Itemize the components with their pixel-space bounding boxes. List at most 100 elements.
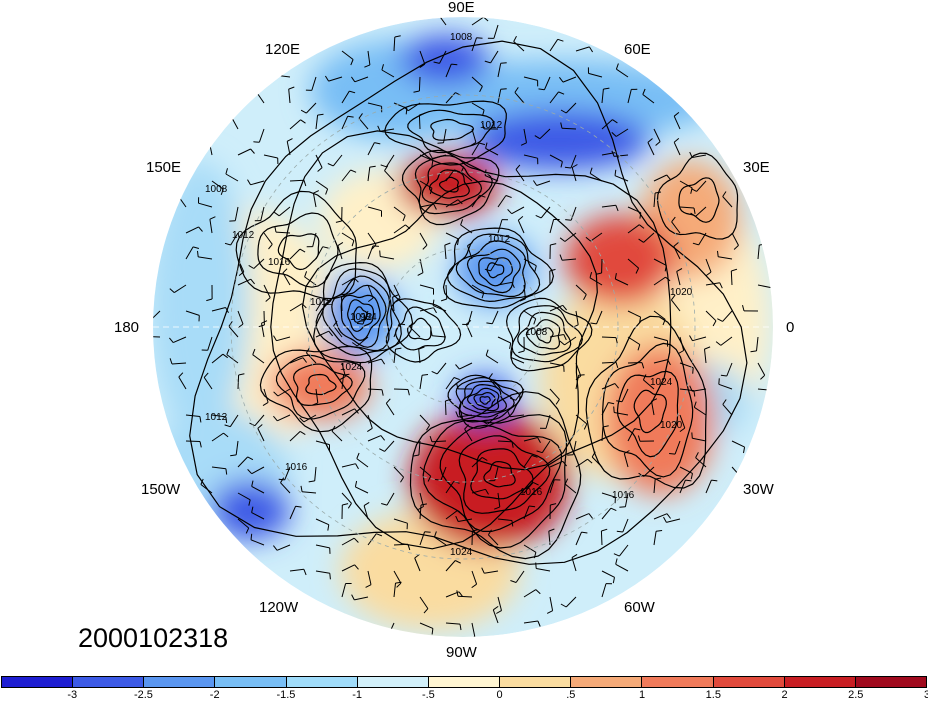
- wind-barb-shaft: [393, 323, 400, 338]
- wind-barb-shaft: [314, 466, 317, 481]
- wind-barb-flag: [520, 142, 527, 146]
- wind-barb-shaft: [393, 570, 402, 584]
- wind-barb-shaft: [692, 154, 707, 158]
- isobar: [466, 248, 521, 294]
- isobar: [511, 305, 584, 363]
- wind-barb-flag: [771, 390, 773, 397]
- wind-barb-shaft: [497, 281, 512, 286]
- wind-barb-shaft: [367, 232, 377, 245]
- wind-barb-shaft: [523, 310, 536, 320]
- colorbar-tick-label: 0: [496, 689, 503, 701]
- wind-barb-shaft: [284, 466, 291, 481]
- wind-barb-flag: [517, 216, 524, 221]
- wind-barb-flag: [615, 205, 619, 212]
- wind-barb-flag: [430, 329, 433, 336]
- wind-barb-flag: [560, 122, 563, 129]
- wind-barb-flag: [615, 558, 618, 565]
- wind-barb-flag: [535, 214, 542, 219]
- wind-barb-flag: [689, 385, 693, 392]
- wind-barb-flag: [433, 531, 437, 538]
- wind-barb-flag: [667, 359, 671, 366]
- wind-barb-flag: [588, 46, 594, 53]
- wind-barb-flag: [737, 477, 742, 483]
- contour-label: 1020: [670, 287, 693, 298]
- wind-barb-flag: [328, 330, 333, 337]
- wind-barb-flag: [295, 505, 302, 508]
- wind-barb-flag: [426, 424, 431, 431]
- wind-barb-flag: [422, 244, 428, 250]
- wind-barb-shaft: [445, 481, 455, 494]
- isobar: [406, 317, 432, 341]
- wind-barb-shaft: [289, 179, 305, 182]
- wind-barb-shaft: [275, 231, 291, 234]
- wind-barb-shaft: [354, 596, 369, 601]
- wind-barb-flag: [412, 454, 419, 457]
- wind-barb-shaft: [523, 505, 530, 520]
- wind-barb-flag: [500, 88, 507, 90]
- wind-barb-flag: [395, 347, 402, 350]
- wind-barb-flag: [655, 141, 661, 146]
- wind-barb-shaft: [565, 596, 577, 608]
- wind-barb-shaft: [651, 401, 655, 416]
- wind-barb-shaft: [497, 596, 502, 611]
- contour-label: 1012: [350, 312, 373, 323]
- wind-barb-shaft: [491, 310, 499, 325]
- wind-barb-flag: [484, 169, 487, 176]
- wind-barb-flag: [548, 528, 555, 532]
- wind-barb-flag: [588, 513, 593, 519]
- wind-barb-flag: [458, 591, 464, 597]
- colorbar-cell: [357, 677, 429, 687]
- wind-barb-shaft: [419, 531, 426, 546]
- wind-barb-shaft: [419, 504, 422, 520]
- wind-barb-shaft: [418, 349, 421, 364]
- wind-barb-flag: [482, 109, 485, 117]
- wind-barb-flag: [613, 553, 620, 557]
- wind-barb-shaft: [572, 440, 577, 455]
- wind-barb-flag: [590, 322, 597, 325]
- isobar: [601, 342, 694, 478]
- wind-barb-flag: [624, 450, 630, 454]
- wind-barb-shaft: [465, 323, 473, 338]
- wind-barb-shaft: [228, 326, 239, 338]
- wind-barb-shaft: [432, 335, 447, 338]
- low-anomaly-arctic: [455, 235, 535, 305]
- colorbar-tick-label: 1: [639, 689, 646, 701]
- wind-barb-shaft: [445, 92, 456, 104]
- wind-barb-shaft: [653, 258, 667, 266]
- wind-barb-shaft: [263, 388, 269, 403]
- wind-barb-shaft: [601, 507, 612, 520]
- wind-barb-flag: [199, 416, 202, 423]
- wind-barb-flag: [353, 277, 359, 283]
- wind-barb-flag: [471, 583, 477, 589]
- wind-barb-shaft: [484, 570, 499, 574]
- isobar: [678, 177, 720, 223]
- wind-barb-shaft: [601, 402, 609, 416]
- wind-barb-flag: [355, 463, 359, 470]
- wind-barb-shaft: [367, 570, 372, 585]
- wind-barb-flag: [203, 372, 209, 378]
- wind-barb-flag: [488, 373, 493, 379]
- wind-barb-flag: [384, 165, 389, 171]
- wind-barb-flag: [395, 581, 402, 584]
- wind-barb-flag: [479, 86, 483, 93]
- wind-barb-shaft: [653, 513, 668, 520]
- wind-barb-shaft: [289, 119, 301, 130]
- wind-barb-shaft: [251, 466, 265, 475]
- wind-barb-shaft: [367, 435, 382, 442]
- wind-barb-flag: [505, 195, 512, 198]
- wind-barb-flag: [427, 475, 432, 482]
- wind-barb-flag: [313, 190, 320, 194]
- wind-barb-shaft: [627, 310, 641, 318]
- wind-barb-shaft: [445, 377, 455, 390]
- wind-barb-flag: [429, 435, 433, 442]
- wind-barb-flag: [457, 199, 463, 205]
- wind-barb-shaft: [589, 172, 603, 182]
- wind-barb-flag: [638, 238, 644, 243]
- wind-barb-shaft: [419, 50, 426, 65]
- isobar: [257, 212, 339, 288]
- colorbar-cell: [2, 677, 74, 687]
- wind-barb-shaft: [178, 376, 187, 390]
- wind-barb-shaft: [718, 383, 733, 390]
- wind-barb-flag: [223, 432, 229, 438]
- wind-barb-shaft: [289, 357, 304, 364]
